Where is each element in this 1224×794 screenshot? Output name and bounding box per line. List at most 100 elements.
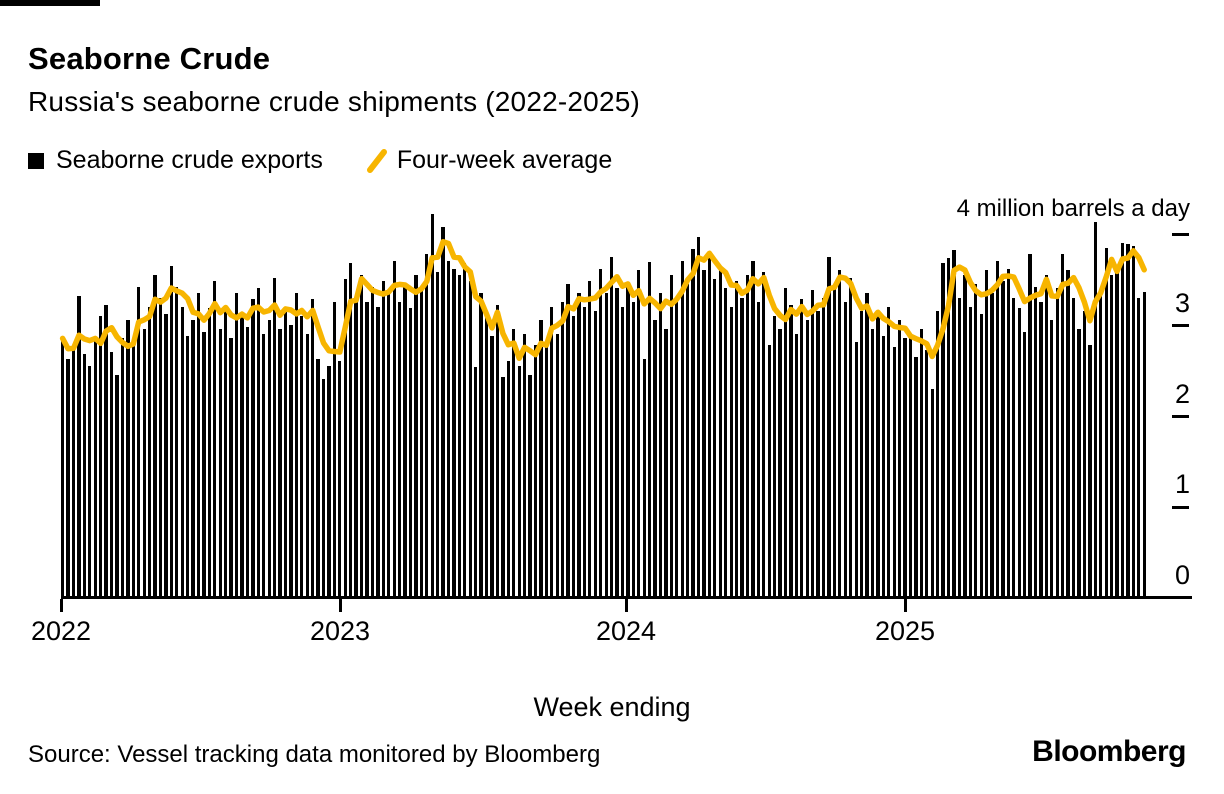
weekly-export-bar bbox=[321, 379, 326, 597]
weekly-export-bar bbox=[137, 286, 141, 597]
weekly-export-bar bbox=[169, 265, 173, 597]
x-axis-line bbox=[61, 596, 1192, 599]
x-axis-label-2025: 2025 bbox=[874, 616, 936, 646]
weekly-export-bar bbox=[495, 304, 500, 597]
weekly-export-bar bbox=[756, 302, 760, 597]
weekly-export-bar bbox=[854, 342, 858, 597]
weekly-export-bar bbox=[968, 306, 972, 597]
weekly-export-bar bbox=[620, 306, 625, 597]
weekly-export-bar bbox=[914, 357, 918, 597]
legend-label-average: Four-week average bbox=[396, 146, 613, 174]
weekly-export-bar bbox=[408, 308, 413, 597]
weekly-export-bar bbox=[555, 333, 559, 597]
weekly-export-bar bbox=[1131, 245, 1135, 597]
weekly-export-bar bbox=[153, 274, 157, 597]
weekly-export-bar bbox=[637, 270, 641, 597]
weekly-export-bar bbox=[979, 313, 983, 597]
weekly-export-bar bbox=[213, 281, 217, 597]
weekly-export-bar bbox=[550, 306, 554, 597]
x-axis-label-2024: 2024 bbox=[595, 616, 657, 646]
x-axis-label-2023: 2023 bbox=[309, 616, 371, 646]
weekly-export-bar bbox=[680, 261, 684, 597]
weekly-export-bar bbox=[724, 288, 728, 597]
weekly-export-bar bbox=[849, 277, 853, 597]
weekly-export-bar bbox=[479, 293, 483, 597]
weekly-export-bar bbox=[294, 293, 298, 597]
weekly-export-bar bbox=[332, 302, 337, 597]
y-axis-label-3: 3 bbox=[1174, 288, 1190, 318]
weekly-export-bar bbox=[577, 293, 581, 597]
weekly-export-bar bbox=[300, 315, 304, 597]
weekly-export-bar bbox=[1001, 281, 1005, 597]
weekly-export-bar bbox=[772, 315, 777, 597]
page-title: Seaborne Crude bbox=[28, 41, 271, 76]
weekly-export-bar bbox=[734, 281, 739, 597]
weekly-export-bar bbox=[615, 288, 619, 597]
source-note: Source: Vessel tracking data monitored b… bbox=[28, 741, 601, 768]
axis-unit-annotation: 4 million barrels a day bbox=[956, 195, 1190, 222]
y-axis-tick bbox=[1172, 506, 1189, 509]
weekly-export-bar bbox=[468, 281, 472, 597]
weekly-export-bar bbox=[365, 302, 369, 597]
weekly-export-bar bbox=[794, 333, 799, 597]
weekly-export-bar bbox=[1126, 244, 1130, 597]
weekly-export-bar bbox=[1006, 268, 1010, 597]
weekly-export-bar bbox=[1142, 292, 1146, 597]
weekly-export-bar bbox=[66, 359, 70, 597]
weekly-export-bar bbox=[436, 272, 440, 597]
weekly-export-bar bbox=[376, 306, 380, 597]
weekly-export-bar bbox=[446, 261, 451, 597]
weekly-export-bar bbox=[1088, 344, 1092, 597]
weekly-export-bar bbox=[1120, 243, 1125, 597]
weekly-export-bar bbox=[800, 299, 804, 597]
weekly-export-bar bbox=[936, 311, 940, 597]
weekly-export-bar bbox=[930, 389, 934, 597]
weekly-export-bar bbox=[740, 297, 744, 597]
weekly-export-bar bbox=[262, 333, 266, 597]
weekly-export-bar bbox=[827, 256, 831, 597]
weekly-export-bar bbox=[191, 320, 195, 597]
x-axis-tick bbox=[625, 599, 628, 612]
weekly-export-bar bbox=[571, 315, 576, 597]
weekly-export-bar bbox=[544, 341, 548, 597]
weekly-export-bar bbox=[305, 333, 309, 597]
weekly-export-bar bbox=[631, 302, 635, 597]
weekly-export-bar bbox=[908, 338, 913, 597]
weekly-export-bar bbox=[1055, 288, 1059, 597]
weekly-export-bar bbox=[349, 263, 353, 597]
weekly-export-bar bbox=[669, 274, 674, 597]
weekly-export-bar bbox=[506, 361, 510, 597]
weekly-export-bar bbox=[120, 338, 125, 597]
bar-series-swatch-icon bbox=[28, 152, 44, 169]
weekly-export-bar bbox=[566, 283, 570, 597]
weekly-export-bar bbox=[311, 299, 315, 597]
weekly-export-bar bbox=[484, 315, 489, 597]
weekly-export-bar bbox=[474, 367, 478, 597]
weekly-export-bar bbox=[707, 256, 712, 597]
weekly-export-bar bbox=[234, 293, 239, 597]
weekly-export-bar bbox=[745, 274, 750, 597]
weekly-export-bar bbox=[245, 326, 250, 597]
weekly-export-bar bbox=[289, 324, 293, 597]
weekly-export-bar bbox=[359, 274, 364, 597]
weekly-export-bar bbox=[430, 214, 434, 597]
weekly-export-bar bbox=[240, 313, 244, 597]
weekly-export-bar bbox=[859, 311, 864, 597]
x-axis-tick bbox=[60, 599, 63, 612]
weekly-export-bar bbox=[664, 329, 668, 597]
y-axis-label-1: 1 bbox=[1174, 469, 1190, 499]
weekly-export-bar bbox=[387, 293, 391, 597]
weekly-export-bar bbox=[604, 293, 608, 597]
weekly-export-bar bbox=[533, 344, 538, 597]
weekly-export-bar bbox=[463, 263, 467, 597]
weekly-export-bar bbox=[588, 281, 592, 597]
weekly-export-bar bbox=[327, 365, 331, 597]
weekly-export-bar bbox=[816, 311, 820, 597]
weekly-export-bar bbox=[919, 329, 924, 597]
weekly-export-bar bbox=[990, 293, 994, 597]
weekly-export-bar bbox=[343, 279, 347, 597]
weekly-export-bar bbox=[251, 299, 255, 597]
x-axis-tick bbox=[339, 599, 342, 612]
